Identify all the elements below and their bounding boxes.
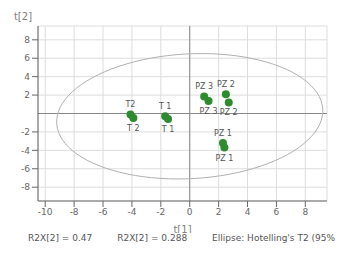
- svg-text:-2: -2: [21, 127, 30, 137]
- svg-text:-6: -6: [99, 207, 108, 217]
- svg-text:8: 8: [24, 35, 30, 45]
- svg-text:-4: -4: [21, 146, 30, 156]
- svg-text:T 1: T 1: [158, 102, 172, 111]
- svg-text:PZ 1: PZ 1: [215, 154, 233, 163]
- html-text:R2X[2] = 0.47: R2X[2] = 0.47: [28, 233, 93, 243]
- svg-text:-2: -2: [156, 207, 165, 217]
- svg-text:t[1]: t[1]: [173, 224, 191, 233]
- svg-text:2: 2: [24, 90, 30, 100]
- svg-text:PZ 2: PZ 2: [217, 80, 235, 89]
- svg-text:PZ 2: PZ 2: [220, 108, 238, 117]
- svg-text:-4: -4: [127, 207, 136, 217]
- svg-text:T 1: T 1: [161, 125, 175, 134]
- svg-text:t[2]: t[2]: [14, 11, 32, 22]
- svg-text:-6: -6: [21, 164, 30, 174]
- svg-text:2: 2: [216, 207, 222, 217]
- svg-text:-8: -8: [21, 182, 30, 192]
- html-text:Ellipse: Hotelling's T2 (95%: Ellipse: Hotelling's T2 (95%: [212, 233, 335, 243]
- svg-text:-10: -10: [38, 207, 53, 217]
- svg-text:6: 6: [24, 53, 30, 63]
- svg-text:-8: -8: [70, 207, 79, 217]
- svg-text:0: 0: [187, 207, 193, 217]
- svg-text:8: 8: [302, 207, 308, 217]
- svg-text:T 2: T 2: [126, 124, 140, 133]
- svg-text:PZ 1: PZ 1: [214, 129, 232, 138]
- svg-text:PZ 3: PZ 3: [200, 107, 218, 116]
- html-text:R2X[2] = 0.288: R2X[2] = 0.288: [117, 233, 188, 243]
- svg-text:4: 4: [245, 207, 251, 217]
- svg-text:4: 4: [24, 72, 30, 82]
- svg-text:T2: T2: [124, 100, 135, 109]
- svg-text:6: 6: [274, 207, 280, 217]
- svg-text:PZ 3: PZ 3: [195, 82, 213, 91]
